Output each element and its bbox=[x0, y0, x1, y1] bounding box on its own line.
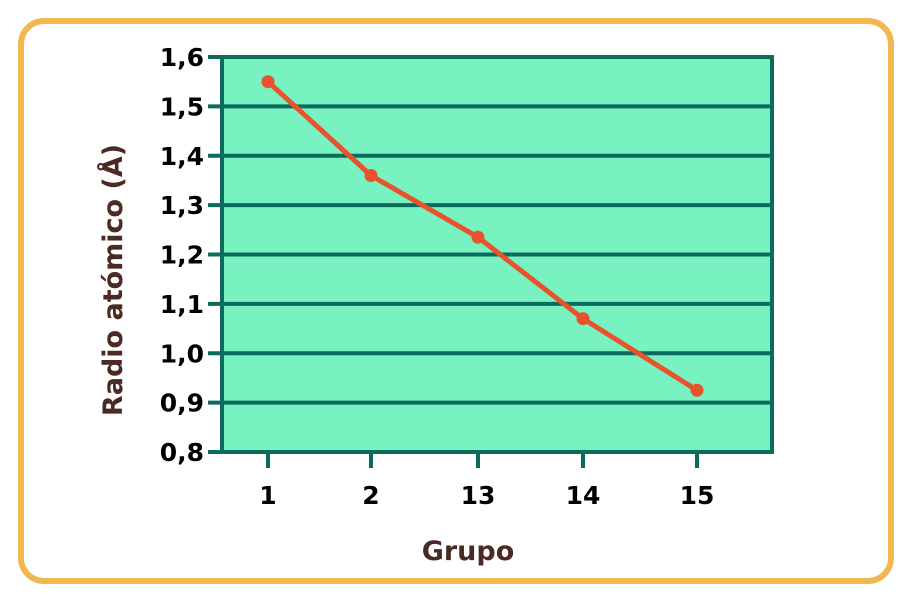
x-tick-label: 14 bbox=[566, 481, 601, 510]
x-tick-label: 13 bbox=[461, 481, 496, 510]
x-axis-title: Grupo bbox=[422, 536, 515, 567]
series bbox=[261, 75, 704, 397]
data-point bbox=[690, 383, 704, 397]
data-point bbox=[471, 230, 485, 244]
y-tick-label: 1,3 bbox=[160, 191, 204, 220]
y-axis-title: Radio atómico (Å) bbox=[97, 144, 129, 416]
y-tick-label: 1,4 bbox=[160, 142, 204, 171]
data-point bbox=[261, 75, 275, 89]
y-tick-label: 1,6 bbox=[160, 43, 204, 72]
y-tick-label: 1,1 bbox=[160, 290, 204, 319]
x-tick-label: 2 bbox=[362, 481, 379, 510]
x-tick-label: 1 bbox=[259, 481, 276, 510]
y-tick-label: 1,5 bbox=[160, 92, 204, 121]
data-point bbox=[576, 312, 590, 326]
y-tick-label: 1,2 bbox=[160, 241, 204, 270]
x-axis: 1 2 13 14 15 bbox=[259, 452, 714, 510]
y-tick-label: 1,0 bbox=[160, 339, 204, 368]
y-tick-label: 0,9 bbox=[160, 389, 204, 418]
data-point bbox=[364, 169, 378, 182]
y-tick-label: 0,8 bbox=[160, 438, 204, 467]
x-tick-label: 15 bbox=[680, 481, 715, 510]
y-axis: 0,8 0,9 1,0 1,1 1,2 1,3 1,4 1,5 1,6 bbox=[160, 43, 222, 467]
grid-lines bbox=[222, 104, 772, 405]
